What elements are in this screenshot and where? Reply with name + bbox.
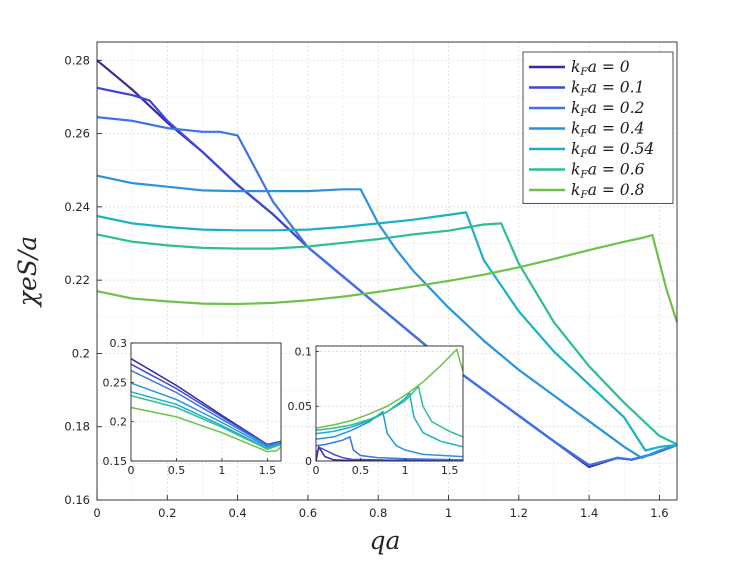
inset-x-tick-label: 0: [313, 464, 320, 477]
x-tick-label: 0: [93, 506, 100, 520]
inset-x-tick-label: 0.5: [168, 464, 186, 477]
inset-series-line-6: [130, 406, 282, 453]
inset-y-tick-label: 0.15: [103, 455, 128, 468]
inset-y-tick-label: 0.05: [288, 400, 313, 413]
inset-chart-1: 0 0.5 1 1.5 0.15 0.2 0.25 0.3: [103, 337, 282, 477]
x-tick-label: 0.2: [158, 506, 176, 520]
legend-label: kFa = 0.6: [571, 161, 645, 181]
inset-series-line-2: [315, 435, 464, 461]
inset-y-tick-label: 0.3: [110, 337, 128, 350]
legend-label: kFa = 0.8: [571, 181, 645, 201]
y-tick-label: 0.2: [72, 346, 90, 360]
inset-series-line-3: [315, 410, 464, 458]
legend-box: [522, 51, 674, 204]
series-line-6: [96, 234, 679, 323]
y-axis-label: χeS/a: [13, 236, 42, 308]
main-ticks: [96, 59, 660, 501]
legend-label: kFa = 0.2: [571, 99, 644, 119]
legend-label: kFa = 0.4: [571, 120, 644, 140]
x-tick-label: 1.6: [650, 506, 668, 520]
inset-y-tick-label: 0.25: [103, 376, 128, 389]
inset-x-tick-label: 0: [128, 464, 135, 477]
main-frame: [96, 41, 678, 501]
legend-label: kFa = 0.54: [571, 140, 654, 160]
series-line-2: [96, 116, 678, 467]
inset-x-tick-label: 1.5: [259, 464, 277, 477]
x-tick-label: 0.8: [369, 506, 387, 520]
y-tick-label: 0.18: [64, 420, 90, 434]
y-tick-label: 0.28: [64, 53, 90, 67]
inset-frame: [315, 345, 464, 462]
inset-series-line-1: [130, 363, 282, 446]
inset-series-line-5: [130, 394, 282, 451]
inset-series-line-1: [315, 447, 464, 462]
y-tick-label: 0.16: [64, 493, 90, 507]
series-line-3: [96, 174, 678, 459]
main-lines: [96, 59, 679, 469]
inset-series-line-5: [315, 384, 464, 438]
inset-series-line-6: [315, 347, 464, 429]
x-tick-label: 1.2: [510, 506, 528, 520]
y-tick-label: 0.22: [64, 273, 90, 287]
inset-x-tick-label: 0.5: [352, 464, 370, 477]
x-tick-label: 0.6: [299, 506, 317, 520]
inset-series-line-3: [130, 382, 282, 448]
x-tick-label: 0.4: [228, 506, 246, 520]
x-axis-label: qa: [370, 526, 401, 555]
legend-label: kFa = 0.1: [571, 79, 644, 99]
inset-frame: [130, 342, 282, 462]
inset-series-line-2: [130, 369, 282, 447]
inset-y-tick-label: 0.2: [110, 416, 128, 429]
inset-series-line-4: [315, 391, 464, 448]
inset-series-line-4: [130, 391, 282, 450]
inset-x-tick-label: 1: [218, 464, 225, 477]
series-line-5: [96, 222, 678, 446]
x-tick-label: 1: [445, 506, 452, 520]
inset-y-tick-label: 0.1: [295, 345, 313, 358]
series-line-4: [96, 211, 678, 452]
x-tick-label: 1.4: [580, 506, 598, 520]
inset-background: [316, 346, 463, 461]
main-tick-labels: 0 0.2 0.4 0.6 0.8 1 1.2 1.4 1.6 0.16 0.18 0.2 0.22 0.…: [64, 53, 668, 520]
inset-y-tick-label: 0: [305, 455, 312, 468]
y-tick-label: 0.26: [64, 127, 90, 141]
inset-chart-2: 0 0.5 1 1.5 0 0.05 0.1: [288, 345, 464, 477]
y-tick-label: 0.24: [64, 200, 90, 214]
inset-x-tick-label: 1: [402, 464, 409, 477]
inset-x-tick-label: 1.5: [441, 464, 459, 477]
legend-label: kFa = 0: [571, 58, 630, 78]
